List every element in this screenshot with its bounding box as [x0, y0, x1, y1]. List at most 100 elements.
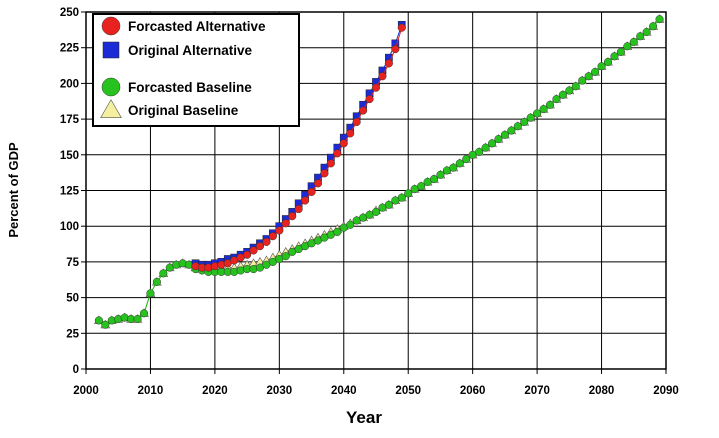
data-point — [629, 37, 638, 47]
y-tick-label: 150 — [60, 150, 79, 162]
data-point — [494, 135, 503, 144]
data-point — [133, 314, 142, 324]
legend-box — [92, 13, 300, 127]
data-point — [558, 90, 567, 99]
data-point — [320, 169, 329, 178]
data-point — [584, 72, 593, 81]
circle-marker-icon — [101, 16, 121, 36]
data-point — [346, 129, 355, 138]
data-point — [352, 117, 361, 127]
data-point — [513, 122, 522, 131]
axes: 0 25 50 75 100 125 150 175 200 225 250 2000 2010 2020… — [60, 7, 679, 397]
data-point — [578, 76, 587, 85]
data-point — [475, 147, 484, 156]
data-point — [294, 205, 303, 214]
data-point — [326, 159, 335, 168]
x-tick-label: 2010 — [138, 385, 164, 397]
legend: Forcasted Alternative Original Alternativ… — [92, 13, 300, 127]
data-point — [313, 179, 323, 188]
series-forcasted-alternative — [191, 23, 406, 272]
data-point — [507, 126, 516, 135]
data-point — [603, 57, 613, 67]
y-tick-label: 125 — [60, 186, 80, 198]
x-tick-label: 2090 — [653, 385, 679, 397]
data-point — [378, 72, 387, 81]
data-point — [384, 59, 393, 68]
data-point — [397, 23, 406, 32]
data-point — [417, 182, 426, 191]
square-marker-icon — [102, 41, 120, 59]
triangle-marker-icon — [100, 99, 122, 118]
circle-marker-icon — [101, 77, 121, 97]
data-point — [533, 109, 542, 118]
data-point — [268, 232, 277, 241]
data-point — [623, 42, 632, 51]
data-point — [249, 246, 258, 255]
y-tick-label: 100 — [60, 221, 79, 233]
y-tick-label: 25 — [66, 328, 79, 340]
data-point — [243, 250, 252, 259]
y-tick-label: 225 — [60, 43, 80, 55]
data-point — [571, 82, 580, 91]
y-tick-label: 0 — [73, 364, 79, 376]
x-axis-title: Year — [346, 408, 382, 427]
data-point — [610, 52, 619, 61]
data-point — [526, 113, 535, 122]
data-point — [333, 227, 342, 236]
data-point — [642, 27, 651, 37]
data-point — [455, 159, 464, 168]
data-point — [655, 15, 664, 24]
x-tick-label: 2050 — [395, 385, 421, 397]
data-point — [545, 100, 555, 109]
data-point — [371, 83, 381, 92]
data-point — [339, 139, 348, 148]
data-point — [365, 95, 374, 104]
data-point — [301, 196, 310, 205]
x-tick-label: 2000 — [73, 385, 99, 397]
x-tick-label: 2030 — [267, 385, 293, 397]
data-point — [146, 289, 155, 298]
data-point — [275, 226, 284, 235]
data-point — [500, 130, 509, 139]
data-point — [429, 175, 439, 184]
y-tick-label: 75 — [66, 257, 79, 269]
legend-label: Original Alternative — [128, 43, 253, 58]
data-point — [139, 309, 149, 318]
legend-label: Forcasted Alternative — [128, 19, 266, 34]
data-point — [649, 22, 658, 31]
data-point — [262, 237, 271, 246]
data-point — [520, 117, 529, 127]
data-point — [597, 62, 606, 71]
y-axis-title: Percent of GDP — [6, 142, 21, 238]
data-point — [449, 163, 458, 172]
data-point — [636, 32, 645, 41]
data-point — [94, 316, 103, 325]
legend-label: Original Baseline — [128, 103, 239, 118]
y-tick-label: 50 — [66, 293, 79, 305]
data-point — [436, 170, 445, 179]
data-point — [255, 242, 265, 251]
data-point — [462, 155, 471, 164]
data-point — [487, 139, 497, 148]
data-point — [281, 219, 290, 228]
data-point — [346, 220, 355, 229]
data-point — [539, 105, 548, 114]
y-tick-label: 175 — [60, 114, 80, 126]
data-point — [159, 269, 168, 278]
data-point — [565, 86, 574, 95]
y-tick-label: 200 — [60, 78, 79, 90]
data-point — [616, 47, 625, 57]
data-point — [288, 212, 297, 221]
series-layer — [93, 14, 665, 329]
x-tick-label: 2040 — [331, 385, 357, 397]
data-point — [371, 207, 381, 216]
data-point — [391, 45, 400, 54]
x-tick-label: 2060 — [460, 385, 486, 397]
data-point — [281, 252, 290, 261]
y-tick-label: 250 — [60, 7, 79, 19]
data-point — [307, 187, 316, 196]
x-tick-label: 2080 — [589, 385, 615, 397]
data-point — [397, 193, 406, 202]
